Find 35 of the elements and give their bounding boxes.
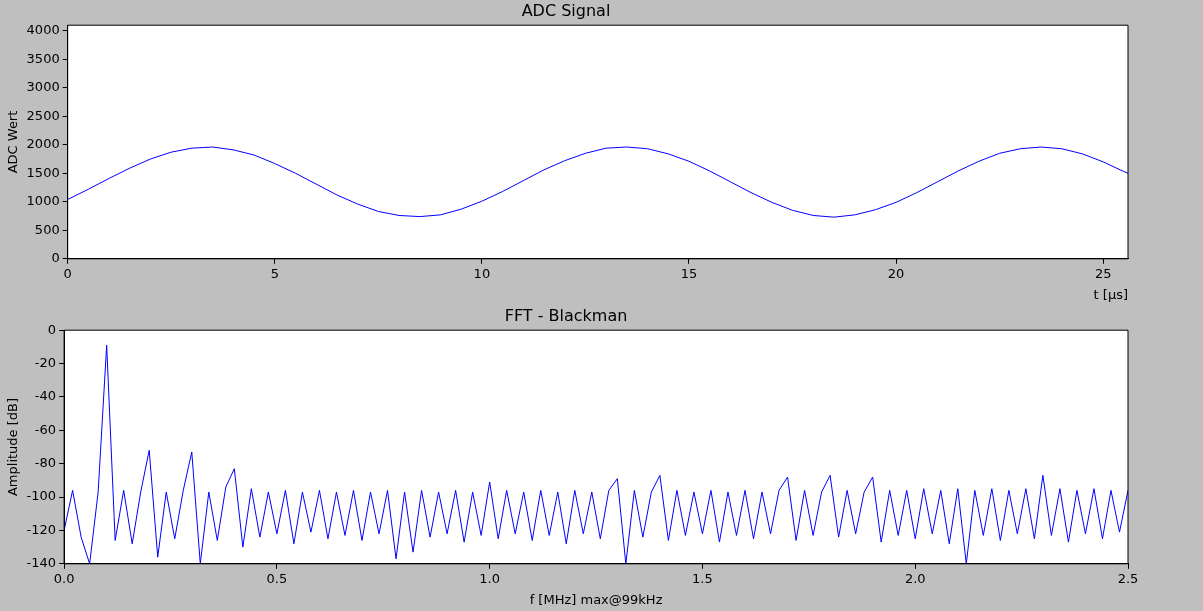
chart-title: FFT - Blackman [504, 305, 628, 325]
x-tick-label: 5 [270, 265, 279, 281]
x-axis-title: t [μs] [1093, 286, 1128, 302]
chart-title: ADC Signal [521, 0, 611, 20]
y-tick-label: 3000 [26, 79, 60, 95]
y-tick-label: -140 [26, 555, 57, 571]
x-tick-label: 0 [63, 265, 72, 281]
y-tick-label: 3500 [26, 50, 60, 66]
y-tick-label: 1500 [26, 164, 60, 180]
y-tick-label: 1000 [26, 193, 60, 209]
x-tick-label: 2.0 [904, 570, 926, 586]
x-tick-label: 25 [1094, 265, 1112, 281]
x-tick-label: 15 [680, 265, 698, 281]
x-tick-label: 1.0 [479, 570, 501, 586]
y-tick-label: -80 [34, 455, 57, 471]
x-tick-label: 0.0 [53, 570, 75, 586]
y-tick-label: 2500 [26, 107, 60, 123]
y-tick-label: -20 [34, 354, 57, 370]
x-tick-label: 10 [473, 265, 491, 281]
y-tick-label: 500 [34, 221, 60, 237]
y-tick-label: -40 [34, 388, 57, 404]
y-tick-label: -120 [26, 521, 57, 537]
x-tick-label: 20 [887, 265, 905, 281]
x-axis-title: f [MHz] max@99kHz [529, 591, 663, 607]
y-tick-label: 0 [51, 250, 60, 266]
x-tick-label: 0.5 [266, 570, 288, 586]
x-tick-label: 1.5 [692, 570, 713, 586]
x-tick-label: 2.5 [1117, 570, 1139, 586]
y-tick-label: 2000 [26, 136, 60, 152]
y-axis-title: Amplitude [dB] [5, 397, 21, 497]
y-axis-title: ADC Wert [5, 110, 21, 174]
y-tick-label: -100 [26, 488, 57, 504]
y-tick-label: 0 [47, 321, 57, 337]
y-tick-label: 4000 [26, 22, 60, 38]
y-tick-label: -60 [34, 421, 57, 437]
